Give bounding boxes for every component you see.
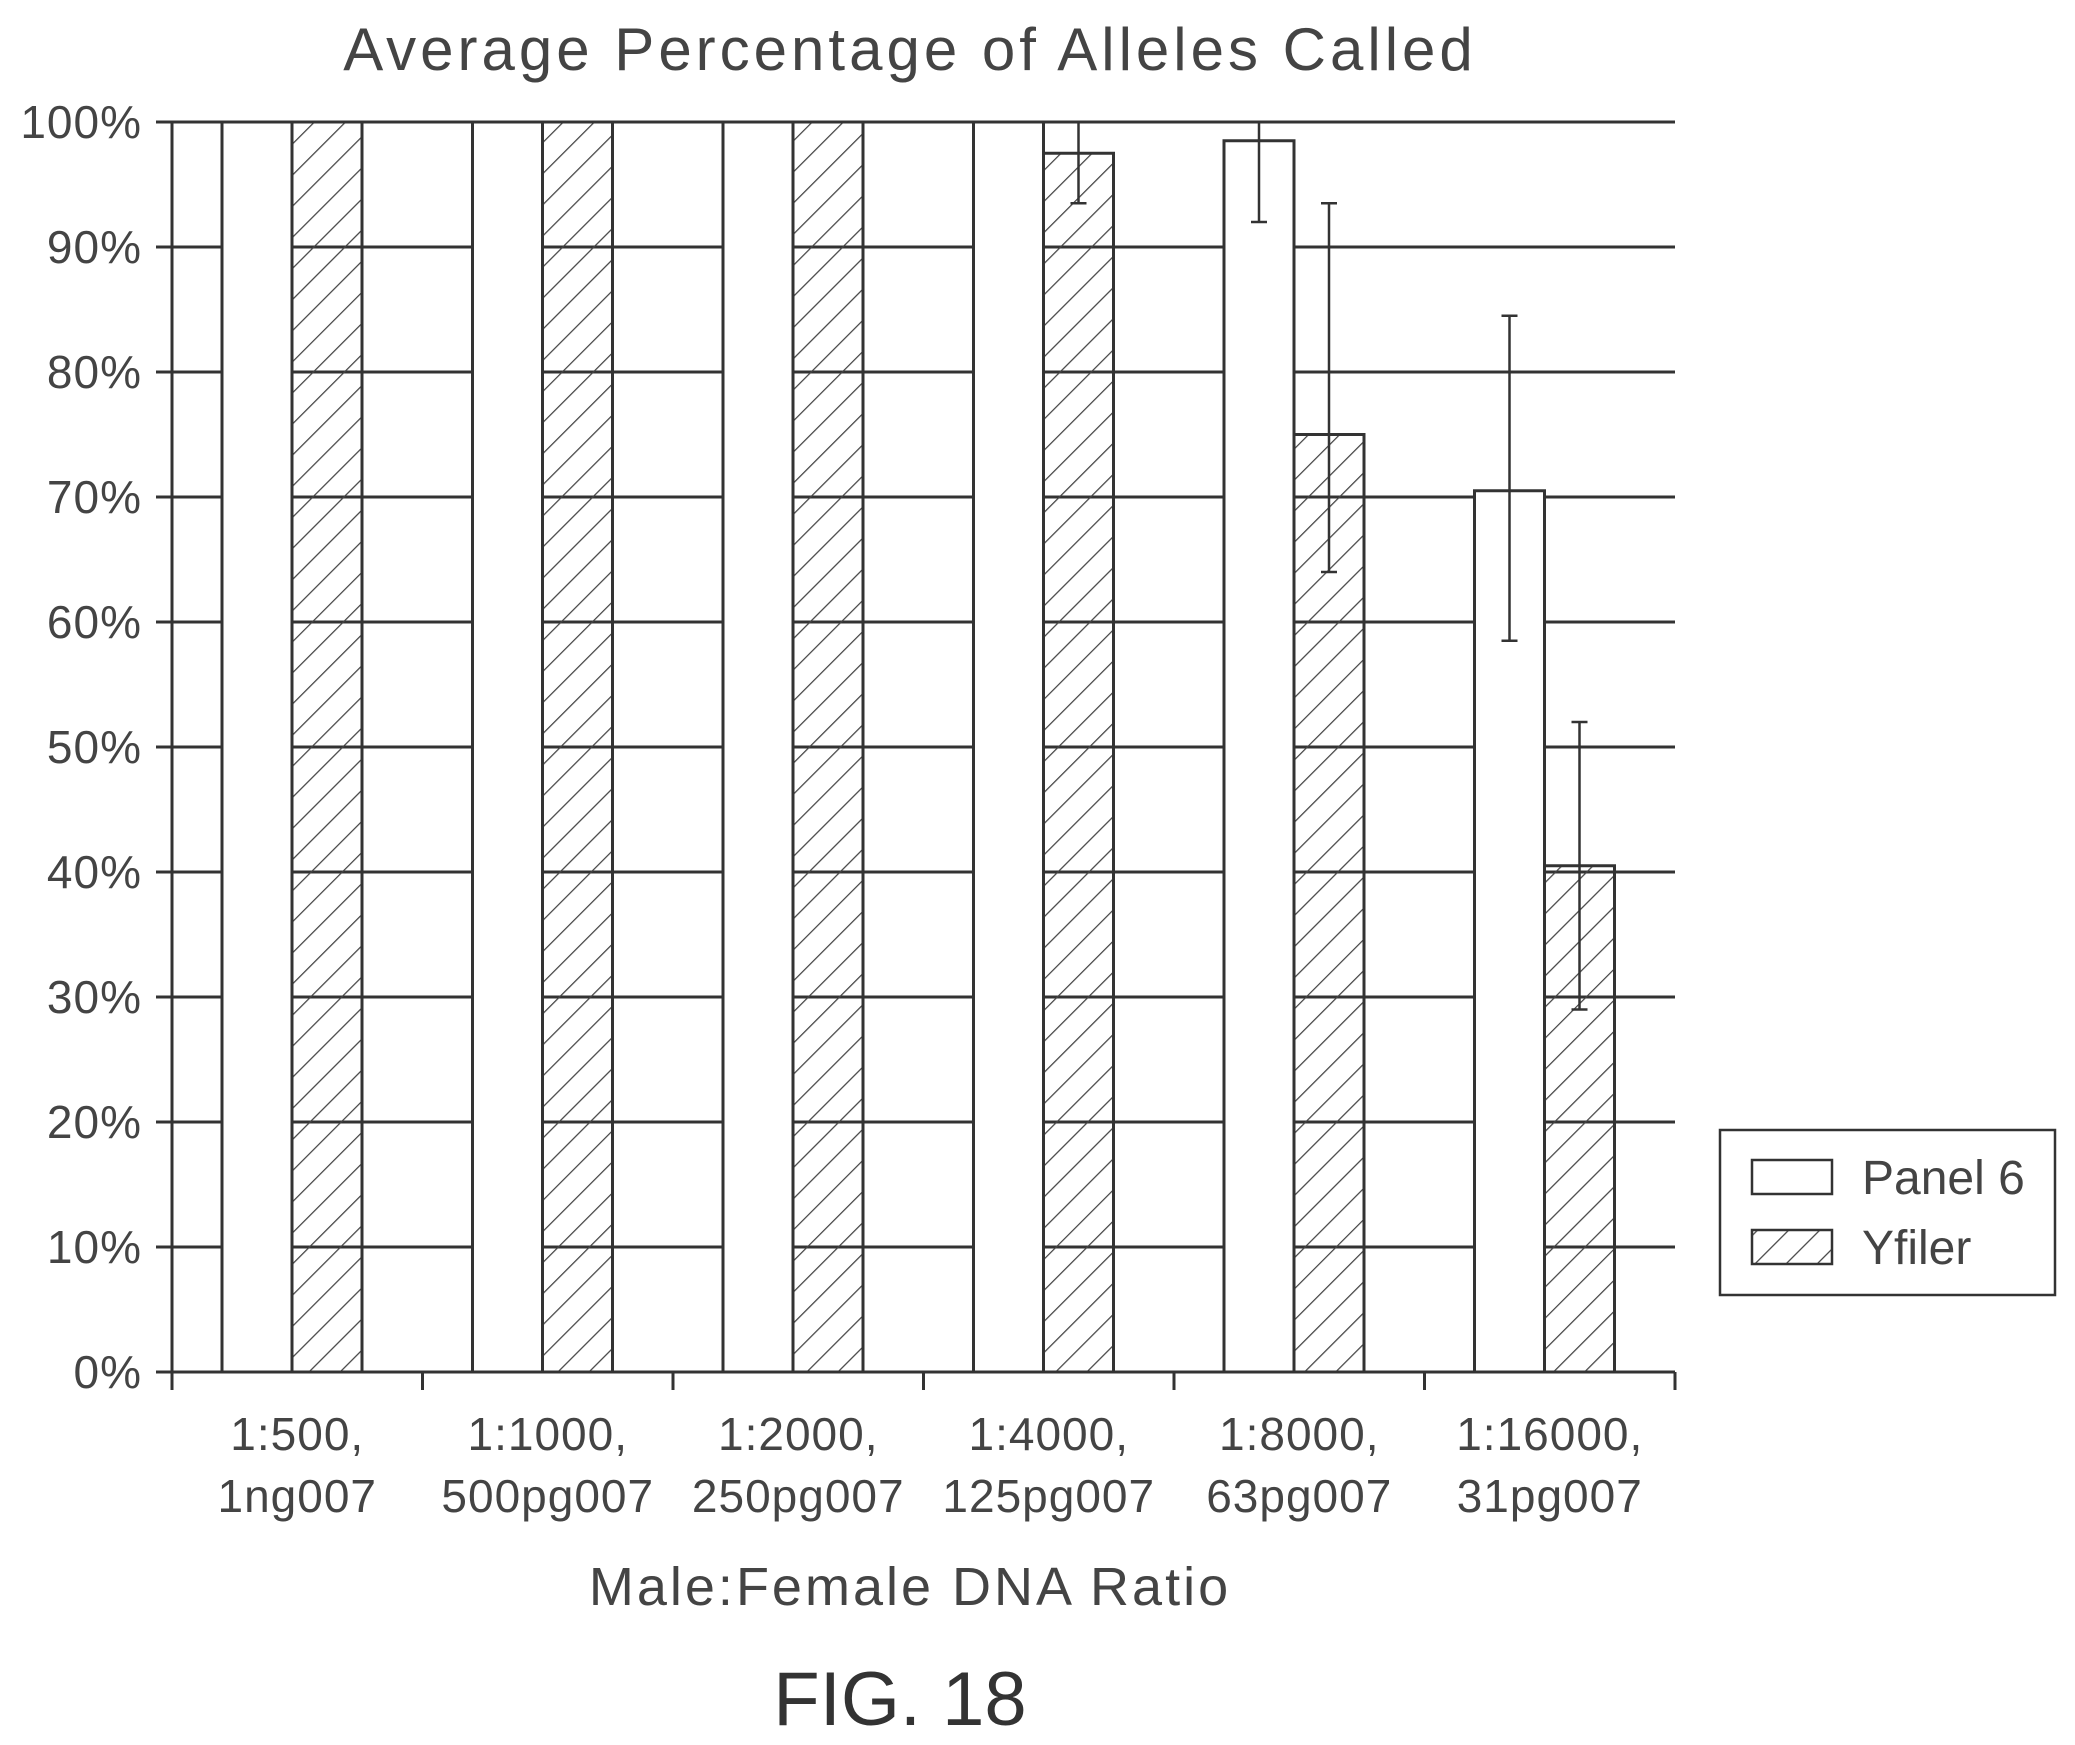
bar-panel-6 bbox=[972, 120, 1045, 1374]
y-tick-label: 90% bbox=[47, 221, 142, 273]
x-tick-label: 31pg007 bbox=[1457, 1470, 1643, 1522]
bar-yfiler bbox=[791, 120, 865, 1374]
y-tick-label: 20% bbox=[47, 1096, 142, 1148]
y-tick-label: 100% bbox=[20, 96, 142, 148]
chart-title: Average Percentage of Alleles Called bbox=[343, 16, 1477, 83]
legend-box bbox=[1718, 1128, 2057, 1297]
bar-panel-6 bbox=[220, 120, 294, 1374]
x-tick-label: 1:1000, bbox=[468, 1408, 628, 1460]
legend-label-yfiler: Yfiler bbox=[1862, 1222, 1971, 1275]
bar-panel-6 bbox=[721, 120, 795, 1374]
x-tick-label: 1:4000, bbox=[969, 1408, 1129, 1460]
y-tick-label: 30% bbox=[47, 971, 142, 1023]
y-tick-label: 40% bbox=[47, 846, 142, 898]
y-tick-label: 70% bbox=[47, 471, 142, 523]
y-tick-label: 10% bbox=[47, 1221, 142, 1273]
bar-panel-6 bbox=[1222, 139, 1296, 1374]
bar-yfiler bbox=[1042, 151, 1115, 1374]
x-tick-label: 1:16000, bbox=[1456, 1408, 1643, 1460]
y-tick-label: 60% bbox=[47, 596, 142, 648]
x-tick-labels: 1:500, 1ng007 1:1000, 500pg007 1:2000, 250pg0… bbox=[218, 1408, 1643, 1522]
x-tick-label: 1:8000, bbox=[1219, 1408, 1379, 1460]
legend: Panel 6 Yfiler bbox=[1718, 1128, 2057, 1297]
y-tick-label: 80% bbox=[47, 346, 142, 398]
y-tick-labels: 0% 10% 20% 30% 40% 50% 60% 70% 80% 90% 100% bbox=[20, 96, 142, 1398]
y-tick-label: 50% bbox=[47, 721, 142, 773]
figure-label: FIG. 18 bbox=[773, 1657, 1026, 1742]
legend-label-panel-6: Panel 6 bbox=[1862, 1152, 2025, 1205]
bar-panel-6 bbox=[471, 120, 544, 1374]
x-tick-label: 1ng007 bbox=[218, 1470, 378, 1522]
bar-yfiler bbox=[541, 120, 614, 1374]
x-tick-label: 125pg007 bbox=[942, 1470, 1155, 1522]
axes bbox=[156, 120, 1677, 1390]
x-axis-label: Male:Female DNA Ratio bbox=[589, 1557, 1231, 1617]
error-bars bbox=[1070, 120, 1588, 1011]
legend-swatch-yfiler bbox=[1750, 1228, 1834, 1266]
legend-swatch-panel-6 bbox=[1750, 1158, 1834, 1196]
y-tick-label: 0% bbox=[74, 1346, 142, 1398]
bar-yfiler bbox=[1292, 433, 1366, 1374]
x-tick-label: 1:2000, bbox=[718, 1408, 878, 1460]
x-tick-label: 63pg007 bbox=[1206, 1470, 1392, 1522]
x-tick-label: 500pg007 bbox=[441, 1470, 654, 1522]
x-tick-label: 250pg007 bbox=[692, 1470, 905, 1522]
gridlines bbox=[172, 120, 1675, 1249]
x-tick-label: 1:500, bbox=[230, 1408, 364, 1460]
bar-yfiler bbox=[290, 120, 364, 1374]
